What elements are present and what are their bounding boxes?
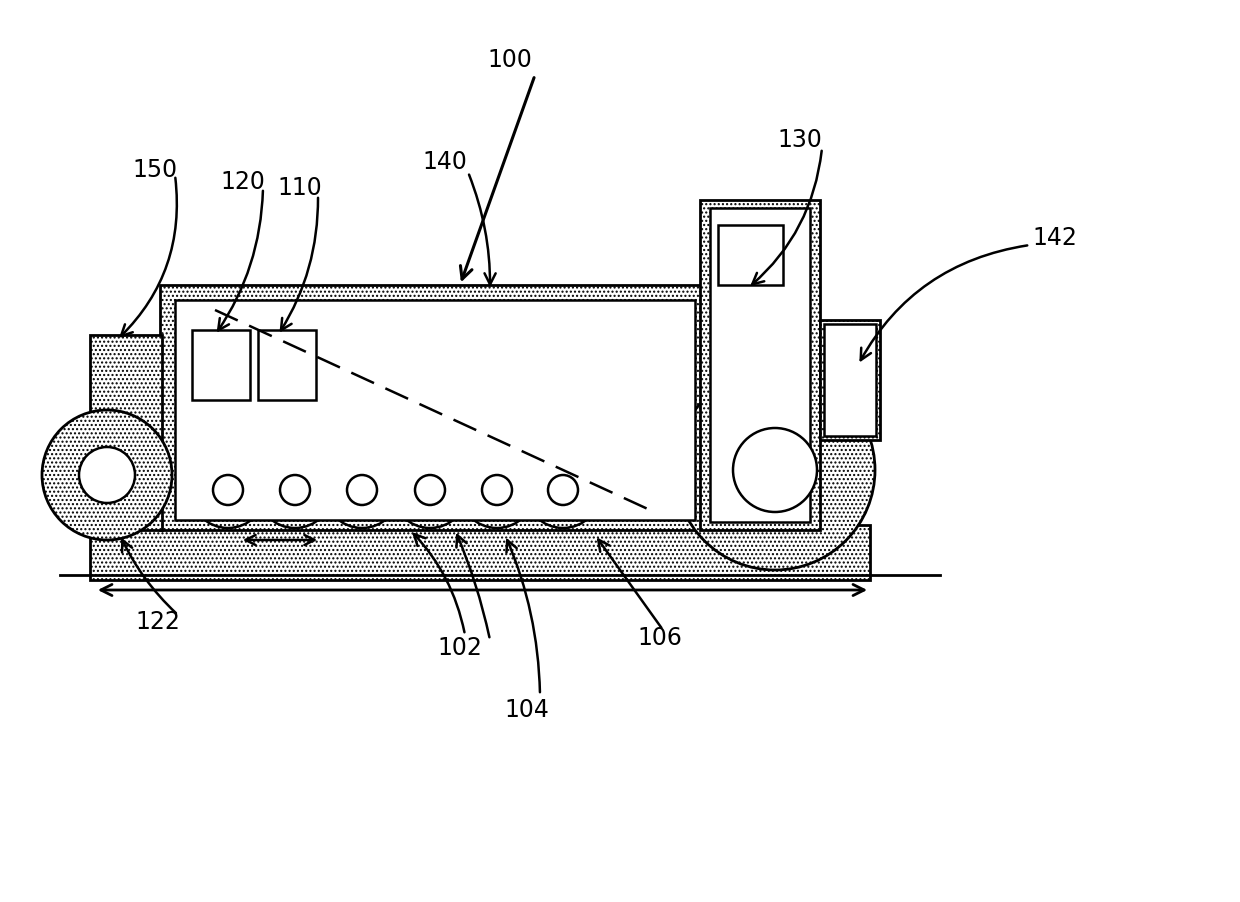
Circle shape <box>213 475 243 505</box>
Circle shape <box>459 452 534 528</box>
Bar <box>701 200 820 530</box>
Circle shape <box>548 475 578 505</box>
Bar <box>160 285 711 530</box>
Bar <box>192 330 250 400</box>
Circle shape <box>392 452 467 528</box>
Text: 150: 150 <box>133 158 177 182</box>
Circle shape <box>525 452 601 528</box>
Circle shape <box>257 452 334 528</box>
Bar <box>91 335 162 530</box>
Text: 104: 104 <box>505 698 549 722</box>
Circle shape <box>482 475 512 505</box>
Circle shape <box>79 447 135 503</box>
Text: 120: 120 <box>221 170 265 194</box>
Text: 130: 130 <box>777 128 822 152</box>
Bar <box>718 225 782 285</box>
Circle shape <box>415 475 445 505</box>
Bar <box>91 525 870 580</box>
Bar <box>711 208 810 522</box>
Circle shape <box>675 370 875 570</box>
Circle shape <box>324 452 401 528</box>
Text: 100: 100 <box>487 48 532 72</box>
Circle shape <box>190 452 267 528</box>
Circle shape <box>733 428 817 512</box>
Bar <box>258 330 316 400</box>
Text: 142: 142 <box>1033 226 1078 250</box>
Text: 106: 106 <box>637 626 682 650</box>
Bar <box>820 320 880 440</box>
Circle shape <box>42 410 172 540</box>
Text: 110: 110 <box>278 176 322 200</box>
Text: 140: 140 <box>423 150 467 174</box>
Bar <box>175 300 694 520</box>
Text: 102: 102 <box>438 636 482 660</box>
Circle shape <box>280 475 310 505</box>
Text: 122: 122 <box>135 610 181 634</box>
Circle shape <box>347 475 377 505</box>
Bar <box>825 324 875 436</box>
